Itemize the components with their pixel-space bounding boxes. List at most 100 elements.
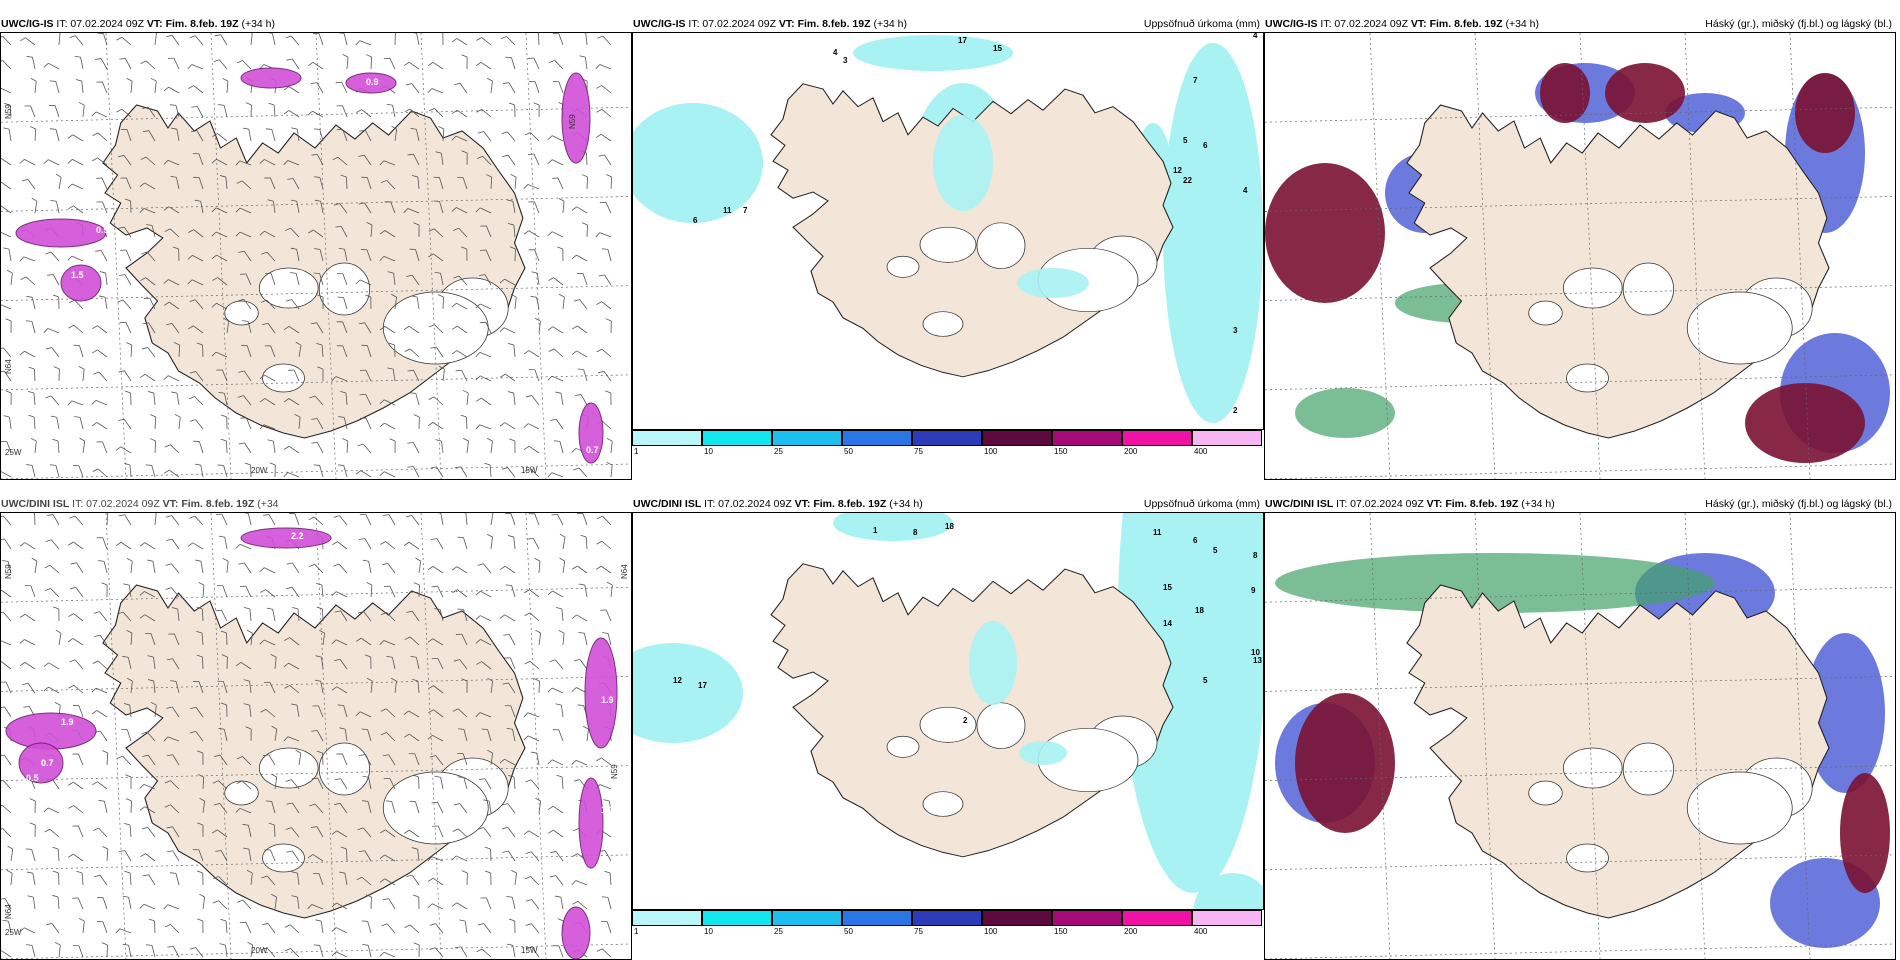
precip-value: 7 bbox=[1193, 76, 1198, 85]
precip-value: 6 bbox=[1203, 141, 1208, 150]
axis-label: 20W bbox=[251, 946, 268, 955]
colorbar-tick: 150 bbox=[1054, 927, 1067, 937]
panel-header: UWC/DINI ISL IT: 07.02.2024 09Z VT: Fim.… bbox=[1264, 496, 1896, 512]
precip-value: 17 bbox=[958, 36, 967, 45]
gust-value: 0.5 bbox=[561, 435, 574, 445]
panel-precip-igis: UWC/IG-IS IT: 07.02.2024 09Z VT: Fim. 8.… bbox=[632, 16, 1264, 464]
precip-value: 18 bbox=[945, 522, 954, 531]
panel-header: UWC/IG-IS IT: 07.02.2024 09Z VT: Fim. 8.… bbox=[632, 16, 1264, 32]
gust-value: 1.5 bbox=[71, 270, 84, 280]
precip-value: 3 bbox=[1233, 326, 1238, 335]
axis-label: N59 bbox=[568, 114, 577, 129]
mid-cloud-area bbox=[1295, 693, 1395, 833]
panel-header: UWC/DINI ISL IT: 07.02.2024 09Z VT: Fim.… bbox=[632, 496, 1264, 512]
precip-value: 4 bbox=[1243, 186, 1248, 195]
precip-value: 4 bbox=[1253, 33, 1258, 40]
colorbar-swatch bbox=[702, 430, 772, 446]
colorbar-swatch bbox=[842, 430, 912, 446]
colorbar-tick: 10 bbox=[704, 447, 713, 457]
colorbar-swatch bbox=[632, 430, 702, 446]
panel-clouds-dini: UWC/DINI ISL IT: 07.02.2024 09Z VT: Fim.… bbox=[1264, 496, 1896, 944]
precip-area bbox=[1183, 119, 1243, 347]
precip-value: 6 bbox=[1193, 536, 1198, 545]
precip-area bbox=[1019, 741, 1067, 765]
wind-gust-area bbox=[6, 713, 96, 749]
panel-header: UWC/IG-IS IT: 07.02.2024 09Z VT: Fim. 8.… bbox=[1264, 16, 1896, 32]
colorbar-tick: 75 bbox=[914, 927, 923, 937]
colorbar-tick: 50 bbox=[844, 927, 853, 937]
high-cloud-area bbox=[1295, 388, 1395, 438]
colorbar-tick: 50 bbox=[844, 447, 853, 457]
gust-value: 1.9 bbox=[61, 717, 74, 727]
wind-gust-area bbox=[579, 778, 603, 868]
precip-value: 17 bbox=[698, 681, 707, 690]
colorbar-swatch bbox=[1052, 910, 1122, 926]
wind-gust-area bbox=[585, 638, 617, 748]
precip-area bbox=[633, 663, 715, 723]
precip-value: 4 bbox=[833, 48, 838, 57]
precip-value: 7 bbox=[743, 206, 748, 215]
panel-precip-dini: UWC/DINI ISL IT: 07.02.2024 09Z VT: Fim.… bbox=[632, 496, 1264, 944]
colorbar-swatch bbox=[1052, 430, 1122, 446]
wind-gust-area bbox=[241, 528, 331, 548]
precip-value: 22 bbox=[1183, 176, 1192, 185]
colorbar-swatch bbox=[772, 910, 842, 926]
precip-value: 8 bbox=[913, 528, 918, 537]
precip-value: 5 bbox=[1213, 546, 1218, 555]
axis-label: 15W bbox=[521, 946, 538, 955]
panel-wind-dini: UWC/DINI ISL IT: 07.02.2024 09Z VT: Fim.… bbox=[0, 496, 632, 944]
mid-cloud-area bbox=[1745, 383, 1865, 463]
mid-cloud-area bbox=[1605, 63, 1685, 123]
gust-value: 0.7 bbox=[41, 758, 54, 768]
wind-gust-area bbox=[562, 907, 590, 959]
colorbar-swatch bbox=[912, 910, 982, 926]
precip-value: 15 bbox=[1163, 583, 1172, 592]
precip-value: 12 bbox=[673, 676, 682, 685]
panel-header: UWC/DINI ISL IT: 07.02.2024 09Z VT: Fim.… bbox=[0, 496, 632, 512]
wind-gust-area bbox=[16, 219, 106, 247]
precip-area bbox=[1017, 268, 1089, 298]
precip-area bbox=[969, 621, 1017, 705]
colorbar-tick: 400 bbox=[1194, 447, 1207, 457]
precip-value: 13 bbox=[1253, 656, 1262, 665]
axis-label: 25W bbox=[5, 928, 22, 937]
colorbar-tick: 1 bbox=[634, 447, 638, 457]
gust-value: 0.9 bbox=[96, 225, 109, 235]
precip-value: 2 bbox=[1233, 406, 1238, 415]
gust-value: 1.1 bbox=[601, 805, 614, 815]
panel-clouds-igis: UWC/IG-IS IT: 07.02.2024 09Z VT: Fim. 8.… bbox=[1264, 16, 1896, 464]
precip-value: 3 bbox=[843, 56, 848, 65]
gust-value: 1.4 bbox=[116, 242, 129, 252]
gust-value: 0.5 bbox=[26, 773, 39, 783]
precip-value: 1 bbox=[873, 526, 878, 535]
colorbar-tick: 100 bbox=[984, 447, 997, 457]
precip-value: 11 bbox=[1153, 528, 1162, 537]
axis-label: 15W bbox=[521, 466, 538, 475]
precip-value: 8 bbox=[1253, 551, 1258, 560]
axis-label: N59 bbox=[610, 764, 619, 779]
colorbar-swatch bbox=[982, 430, 1052, 446]
colorbar-tick: 25 bbox=[774, 447, 783, 457]
precip-area bbox=[933, 115, 993, 211]
precip-value: 5 bbox=[1203, 676, 1208, 685]
colorbar-swatch bbox=[1192, 910, 1262, 926]
mid-cloud-area bbox=[1795, 73, 1855, 153]
precip-value: 9 bbox=[1251, 586, 1256, 595]
colorbar-tick: 10 bbox=[704, 927, 713, 937]
axis-label: N64 bbox=[620, 564, 629, 579]
colorbar-tick: 400 bbox=[1194, 927, 1207, 937]
colorbar-swatch bbox=[1192, 430, 1262, 446]
axis-label: 20W bbox=[251, 466, 268, 475]
precip-value: 2 bbox=[963, 716, 968, 725]
colorbar-swatch bbox=[702, 910, 772, 926]
panel-wind-igis: UWC/IG-IS IT: 07.02.2024 09Z VT: Fim. 8.… bbox=[0, 16, 632, 464]
colorbar-tick: 1 bbox=[634, 927, 638, 937]
gust-value: 1.4 bbox=[596, 120, 609, 130]
precip-area bbox=[853, 35, 1013, 71]
